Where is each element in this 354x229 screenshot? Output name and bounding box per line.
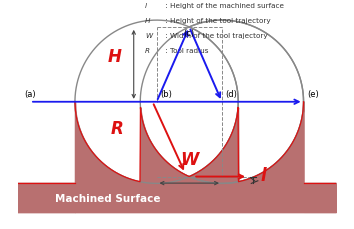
Text: H: H	[107, 47, 121, 65]
Text: : Height of the tool trajectory: : Height of the tool trajectory	[163, 18, 270, 24]
Text: (d): (d)	[225, 90, 237, 99]
Text: Machined Surface: Machined Surface	[55, 193, 160, 203]
Text: W: W	[145, 33, 152, 38]
Text: l: l	[145, 3, 147, 9]
Text: (a): (a)	[24, 90, 36, 99]
Text: (b): (b)	[160, 90, 172, 99]
Text: : Height of the machined surface: : Height of the machined surface	[163, 3, 284, 9]
Text: W: W	[180, 151, 199, 169]
Text: : Tool radius: : Tool radius	[163, 47, 208, 53]
Text: (e): (e)	[308, 90, 319, 99]
Text: R: R	[111, 119, 124, 137]
Text: R: R	[145, 47, 150, 53]
Text: H: H	[145, 18, 151, 24]
Text: : Width of the tool trajectory: : Width of the tool trajectory	[163, 33, 267, 38]
Text: l: l	[261, 166, 267, 184]
Text: (c): (c)	[184, 29, 195, 38]
